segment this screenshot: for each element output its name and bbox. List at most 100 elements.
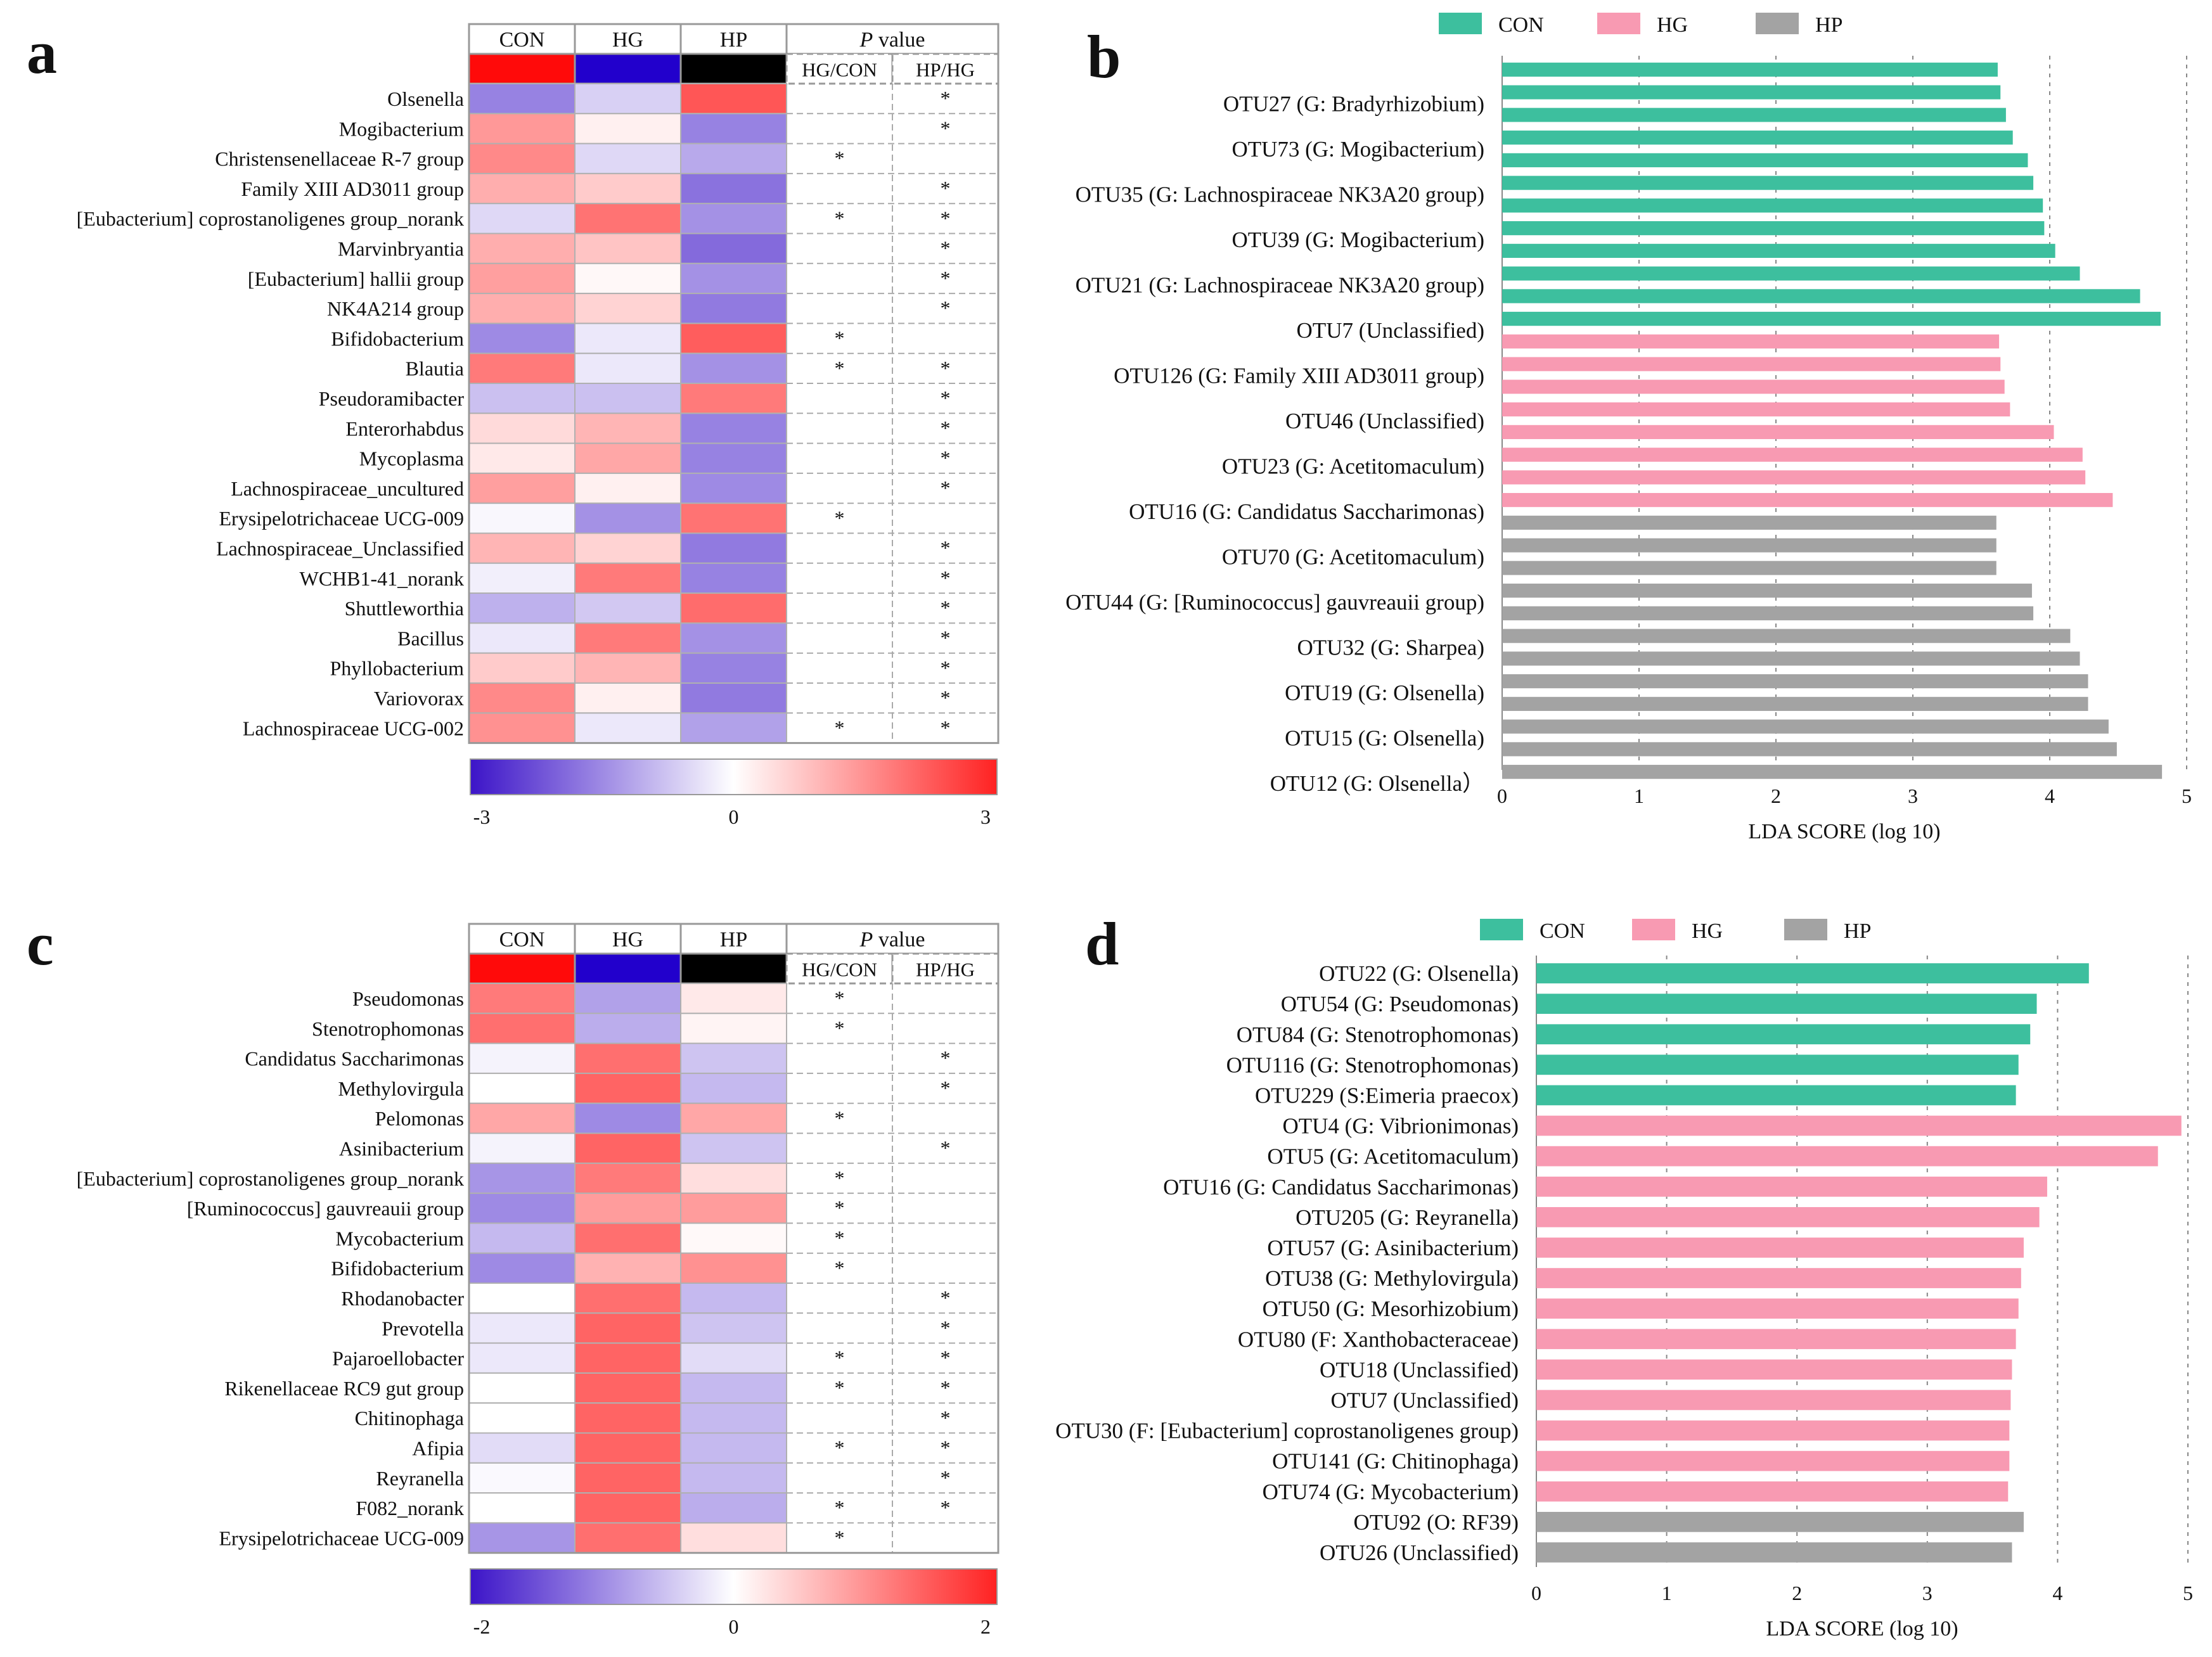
heatmap-cell [574, 622, 681, 654]
x-tick-label: 4 [2045, 784, 2055, 807]
lda-bar [1536, 1268, 2021, 1288]
heatmap-frame [468, 923, 1000, 1554]
lda-bar [1536, 1450, 2010, 1471]
heatmap-cell [680, 1312, 787, 1344]
heatmap-cell [468, 712, 576, 744]
heatmap-cell [680, 1283, 787, 1314]
sig-marker-hg-con: * [835, 1257, 845, 1279]
heatmap-cell [468, 1342, 576, 1374]
sig-marker-hg-con: * [835, 1226, 845, 1249]
pvalue-subheader-cell [785, 53, 894, 85]
x-tick-label: 3 [1908, 784, 1918, 807]
colorbar-tick-label: 0 [729, 1615, 739, 1638]
heatmap-row-label: Lachnospiraceae_Unclassified [216, 537, 464, 560]
heatmap-cell [468, 1222, 576, 1254]
heatmap-cell [574, 1193, 681, 1224]
heatmap-cell [574, 1522, 681, 1554]
heatmap-cell [468, 472, 576, 504]
colorbar-tick-label: 0 [729, 805, 739, 828]
heatmap-row-label: Erysipelotrichaceae UCG-009 [219, 507, 464, 530]
x-tick-label: 0 [1497, 784, 1507, 807]
colorbar-tick-label: 3 [981, 805, 991, 828]
sig-marker-hp-hg: * [941, 447, 951, 470]
bar-label: OTU46 (Unclassified) [1285, 409, 1484, 433]
heatmap-cell [468, 1372, 576, 1404]
heatmap-cell [574, 1312, 681, 1344]
lda-bar [1502, 62, 1998, 77]
legend-label-hg: HG [1692, 919, 1723, 943]
pvalue-subheader-cell [785, 952, 894, 985]
heatmap-cell [574, 113, 681, 144]
lda-bar [1536, 1238, 2024, 1258]
bar-label: OTU73 (G: Mogibacterium) [1231, 137, 1484, 162]
lda-bar [1502, 742, 2117, 757]
bar-label: OTU205 (G: Reyranella) [1296, 1205, 1519, 1230]
sig-marker-hp-hg: * [941, 1077, 951, 1099]
x-tick-label: 0 [1531, 1582, 1541, 1604]
heatmap-row-label: Lachnospiraceae_uncultured [231, 477, 464, 500]
lda-bar [1536, 994, 2037, 1014]
heatmap-row-label: [Eubacterium] coprostanoligenes group_no… [77, 1167, 464, 1190]
sig-marker-hp-hg: * [941, 566, 951, 589]
pvalue-header-suffix: value [873, 28, 925, 51]
heatmap-cell [680, 413, 787, 444]
bar-label: OTU50 (G: Mesorhizobium) [1263, 1296, 1519, 1321]
heatmap-cell [574, 1132, 681, 1164]
heatmap-row-label: Rikenellaceae RC9 gut group [224, 1377, 464, 1400]
colorbar-tick-label: -2 [473, 1615, 491, 1638]
sig-marker-hp-hg: * [941, 1047, 951, 1070]
lda-bar [1502, 515, 1997, 530]
heatmap-cell [680, 1342, 787, 1374]
heatmap-cell [680, 562, 787, 594]
pvalue-subheader-label: HG/CON [802, 958, 877, 980]
lda-bar [1536, 1420, 2010, 1441]
heatmap-cell [680, 1432, 787, 1464]
bar-label: OTU54 (G: Pseudomonas) [1281, 992, 1519, 1016]
heatmap-row-label: Shuttleworthia [345, 597, 464, 620]
lda-bar [1536, 1024, 2031, 1045]
legend-swatch-hp [1756, 13, 1799, 34]
heatmap-cell [468, 233, 576, 264]
heatmap-cell [574, 293, 681, 324]
heatmap-cell [680, 352, 787, 385]
bar-label: OTU18 (Unclassified) [1320, 1357, 1519, 1382]
heatmap-cell [574, 1103, 681, 1134]
heatmap-cell [468, 1162, 576, 1194]
heatmap-cell [574, 1372, 681, 1404]
sig-marker-hp-hg: * [941, 596, 951, 619]
pvalue-subheader-label: HP/HG [916, 58, 975, 80]
lda-bar [1502, 402, 2010, 417]
bar-label: OTU22 (G: Olsenella) [1319, 961, 1519, 986]
panel-c-heatmap: c CON HG HP P value HG/CON HP/HG Pseudomonas * St… [27, 910, 1000, 1638]
heatmap-cell [680, 1072, 787, 1104]
heatmap-row-label: Pseudoramibacter [319, 387, 465, 410]
heatmap-cell [680, 203, 787, 234]
heatmap-cell [680, 83, 787, 115]
group-color-swatch [574, 952, 682, 985]
heatmap-cell [468, 442, 576, 474]
group-header-label: HP [720, 928, 747, 951]
lda-bar [1502, 584, 2032, 598]
sig-marker-hg-con: * [835, 1016, 845, 1039]
sig-marker-hp-hg: * [941, 1137, 951, 1160]
heatmap-cell [574, 682, 681, 714]
lda-bar [1536, 1206, 2040, 1227]
heatmap-cell [468, 1402, 576, 1434]
lda-bar [1502, 221, 2045, 236]
sig-marker-hp-hg: * [941, 686, 951, 709]
bar-label: OTU74 (G: Mycobacterium) [1263, 1480, 1519, 1504]
heatmap-row-label: Variovorax [374, 687, 464, 710]
group-color-swatch [468, 952, 576, 985]
heatmap-row-label: Asinibacterium [339, 1137, 464, 1160]
lda-bar [1536, 1511, 2024, 1532]
heatmap-cell [468, 172, 576, 205]
heatmap-cell [468, 1042, 576, 1074]
lda-bar [1502, 85, 2001, 99]
sig-marker-hg-con: * [835, 1376, 845, 1399]
heatmap-cell [468, 1432, 576, 1464]
heatmap-cell [468, 592, 576, 624]
heatmap-cell [680, 323, 787, 354]
sig-marker-hp-hg: * [941, 87, 951, 110]
heatmap-cell [680, 1162, 787, 1194]
heatmap-cell [574, 442, 681, 474]
